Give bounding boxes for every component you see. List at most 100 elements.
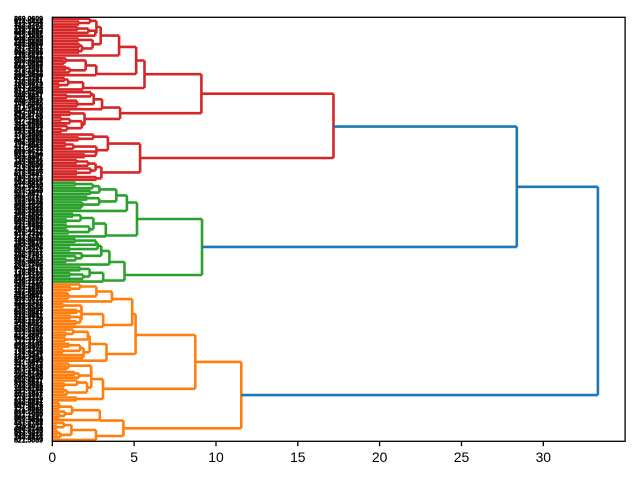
svg-text:511.1352: 511.1352 xyxy=(14,47,43,54)
svg-text:398.1960: 398.1960 xyxy=(14,282,43,289)
svg-text:728.0251: 728.0251 xyxy=(14,78,43,85)
svg-text:25: 25 xyxy=(454,449,470,465)
svg-text:130.6536: 130.6536 xyxy=(14,158,43,165)
svg-text:543.6330: 543.6330 xyxy=(14,429,43,436)
svg-text:713.6274: 713.6274 xyxy=(14,166,43,173)
svg-text:469.3108: 469.3108 xyxy=(14,341,43,348)
svg-text:453.5962: 453.5962 xyxy=(14,242,43,249)
svg-text:744.2555: 744.2555 xyxy=(14,384,43,391)
svg-text:669.9481: 669.9481 xyxy=(14,401,43,408)
svg-text:448.8857: 448.8857 xyxy=(14,93,43,100)
svg-text:268.3946: 268.3946 xyxy=(14,208,43,215)
svg-text:764.4772: 764.4772 xyxy=(14,175,43,182)
svg-text:326.3628: 326.3628 xyxy=(14,73,43,80)
svg-text:952.9364: 952.9364 xyxy=(14,220,43,227)
svg-text:0: 0 xyxy=(48,449,56,465)
svg-text:322.1055: 322.1055 xyxy=(14,124,43,131)
svg-text:787.5557: 787.5557 xyxy=(14,45,43,52)
svg-text:307.4971: 307.4971 xyxy=(14,192,43,199)
svg-text:273.5305: 273.5305 xyxy=(14,330,43,337)
svg-text:128.6724: 128.6724 xyxy=(14,271,43,278)
svg-text:927.1490: 927.1490 xyxy=(14,358,43,365)
svg-text:869.0609: 869.0609 xyxy=(14,16,43,23)
svg-text:252.1656: 252.1656 xyxy=(14,285,43,292)
svg-text:344.8109: 344.8109 xyxy=(14,372,43,379)
svg-text:238.7862: 238.7862 xyxy=(14,28,43,35)
svg-text:906.3970: 906.3970 xyxy=(14,336,43,343)
svg-text:571.4686: 571.4686 xyxy=(14,87,43,94)
svg-text:447.4768: 447.4768 xyxy=(14,420,43,427)
svg-text:331.0573: 331.0573 xyxy=(14,361,43,368)
svg-text:654.6637: 654.6637 xyxy=(14,378,43,385)
svg-text:404.8235: 404.8235 xyxy=(14,370,43,377)
svg-text:679.4735: 679.4735 xyxy=(14,112,43,119)
svg-text:699.9522: 699.9522 xyxy=(14,149,43,156)
svg-text:5: 5 xyxy=(130,449,138,465)
svg-text:680.3097: 680.3097 xyxy=(14,64,43,71)
svg-text:975.7336: 975.7336 xyxy=(14,231,43,238)
svg-text:894.5129: 894.5129 xyxy=(14,115,43,122)
svg-text:527.2985: 527.2985 xyxy=(14,118,43,125)
svg-text:937.5044: 937.5044 xyxy=(14,257,43,264)
svg-text:996.7793: 996.7793 xyxy=(14,254,43,261)
svg-text:436.1214: 436.1214 xyxy=(14,279,43,286)
svg-text:163.2464: 163.2464 xyxy=(14,84,43,91)
svg-text:284.4915: 284.4915 xyxy=(14,180,43,187)
svg-text:514.1609: 514.1609 xyxy=(14,107,43,114)
svg-text:380.2325: 380.2325 xyxy=(14,186,43,193)
svg-text:926.6363: 926.6363 xyxy=(14,327,43,334)
svg-text:415.9687: 415.9687 xyxy=(14,293,43,300)
svg-text:838.5947: 838.5947 xyxy=(14,310,43,317)
svg-text:957.5656: 957.5656 xyxy=(14,418,43,425)
svg-text:966.8798: 966.8798 xyxy=(14,302,43,309)
svg-text:231.5984: 231.5984 xyxy=(14,223,43,230)
svg-text:488.7720: 488.7720 xyxy=(14,316,43,323)
svg-text:144.2823: 144.2823 xyxy=(14,319,43,326)
svg-text:698.0995: 698.0995 xyxy=(14,217,43,224)
svg-text:959.0078: 959.0078 xyxy=(14,296,43,303)
svg-text:146.6046: 146.6046 xyxy=(14,237,43,244)
svg-text:300.7684: 300.7684 xyxy=(14,211,43,218)
svg-text:198.0324: 198.0324 xyxy=(14,25,43,32)
svg-text:803.2865: 803.2865 xyxy=(14,56,43,63)
svg-text:131.3341: 131.3341 xyxy=(14,353,43,360)
svg-text:640.3537: 640.3537 xyxy=(14,98,43,105)
svg-text:335.6931: 335.6931 xyxy=(14,381,43,388)
svg-text:934.3614: 934.3614 xyxy=(14,432,43,439)
svg-text:211.2137: 211.2137 xyxy=(14,299,43,306)
svg-text:10: 10 xyxy=(208,449,224,465)
svg-text:486.5143: 486.5143 xyxy=(14,426,43,433)
svg-text:303.8807: 303.8807 xyxy=(14,155,43,162)
svg-text:376.3506: 376.3506 xyxy=(14,132,43,139)
svg-text:477.5943: 477.5943 xyxy=(14,143,43,150)
svg-text:758.7187: 758.7187 xyxy=(14,251,43,258)
svg-text:974.0448: 974.0448 xyxy=(14,19,43,26)
svg-text:783.6632: 783.6632 xyxy=(14,197,43,204)
svg-text:453.7205: 453.7205 xyxy=(14,225,43,232)
svg-text:837.1840: 837.1840 xyxy=(14,189,43,196)
svg-text:733.4836: 733.4836 xyxy=(14,129,43,136)
svg-text:109.4050: 109.4050 xyxy=(14,101,43,108)
svg-text:323.3703: 323.3703 xyxy=(14,22,43,29)
svg-text:365.1446: 365.1446 xyxy=(14,200,43,207)
svg-text:527.1950: 527.1950 xyxy=(14,412,43,419)
svg-text:119.5869: 119.5869 xyxy=(14,135,43,142)
svg-text:278.0736: 278.0736 xyxy=(14,169,43,176)
svg-text:525.6442: 525.6442 xyxy=(14,322,43,329)
svg-text:299.0771: 299.0771 xyxy=(14,194,43,201)
svg-text:215.0422: 215.0422 xyxy=(14,70,43,77)
svg-text:713.1855: 713.1855 xyxy=(14,33,43,40)
svg-text:440.3789: 440.3789 xyxy=(14,276,43,283)
svg-text:310.2458: 310.2458 xyxy=(14,409,43,416)
svg-text:20: 20 xyxy=(372,449,388,465)
svg-text:821.5089: 821.5089 xyxy=(14,437,43,444)
svg-text:569.6067: 569.6067 xyxy=(14,30,43,37)
svg-text:553.8857: 553.8857 xyxy=(14,177,43,184)
svg-text:547.9809: 547.9809 xyxy=(14,138,43,145)
svg-text:103.3907: 103.3907 xyxy=(14,392,43,399)
svg-text:200.8073: 200.8073 xyxy=(14,81,43,88)
svg-text:946.4000: 946.4000 xyxy=(14,36,43,43)
svg-text:291.4412: 291.4412 xyxy=(14,228,43,235)
svg-text:301.0011: 301.0011 xyxy=(14,95,43,102)
svg-text:894.3417: 894.3417 xyxy=(14,248,43,255)
